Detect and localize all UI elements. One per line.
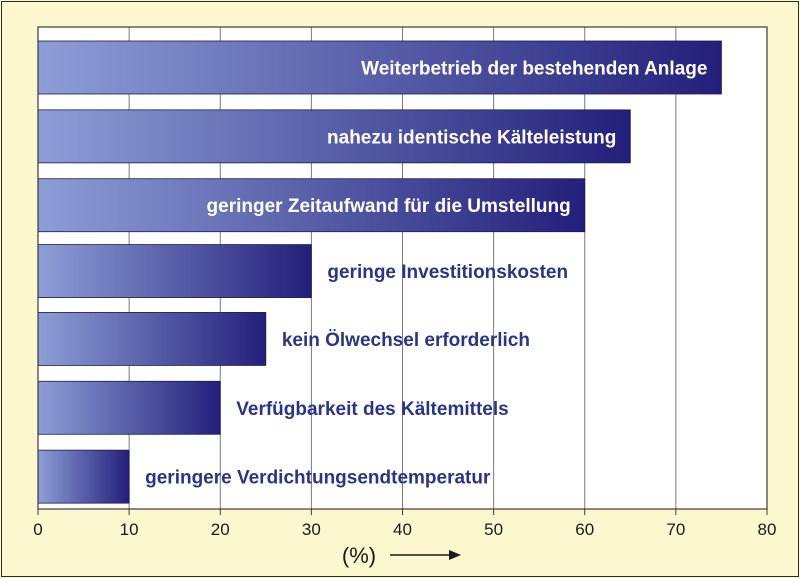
bar-label: kein Ölwechsel erforderlich — [282, 330, 530, 351]
bar-label: geringer Zeitaufwand für die Umstellung — [207, 196, 571, 217]
x-tick-label: 40 — [393, 520, 412, 539]
x-tick-label: 20 — [211, 520, 230, 539]
bar — [37, 380, 221, 435]
axis-arrow-head-icon — [449, 550, 461, 560]
x-tick-label: 80 — [758, 520, 777, 539]
bar-label: Verfügbarkeit des Kältemittels — [236, 399, 508, 420]
bar-label: geringere Verdichtungsendtemperatur — [145, 468, 491, 489]
x-tick-label: 70 — [666, 520, 685, 539]
bar — [37, 40, 722, 95]
bar — [37, 449, 130, 504]
bar-label: geringe Investitionskosten — [327, 262, 568, 283]
x-tick-label: 0 — [33, 520, 42, 539]
x-tick-label: 50 — [484, 520, 503, 539]
x-axis-label: (%) — [342, 543, 376, 568]
bar — [37, 312, 267, 366]
x-tick-label: 60 — [575, 520, 594, 539]
bar — [37, 244, 312, 298]
x-tick-label: 10 — [120, 520, 139, 539]
bar-label: Weiterbetrieb der bestehenden Anlage — [361, 59, 707, 80]
x-tick-label: 30 — [302, 520, 321, 539]
bar-label: nahezu identische Kälteleistung — [327, 127, 616, 148]
